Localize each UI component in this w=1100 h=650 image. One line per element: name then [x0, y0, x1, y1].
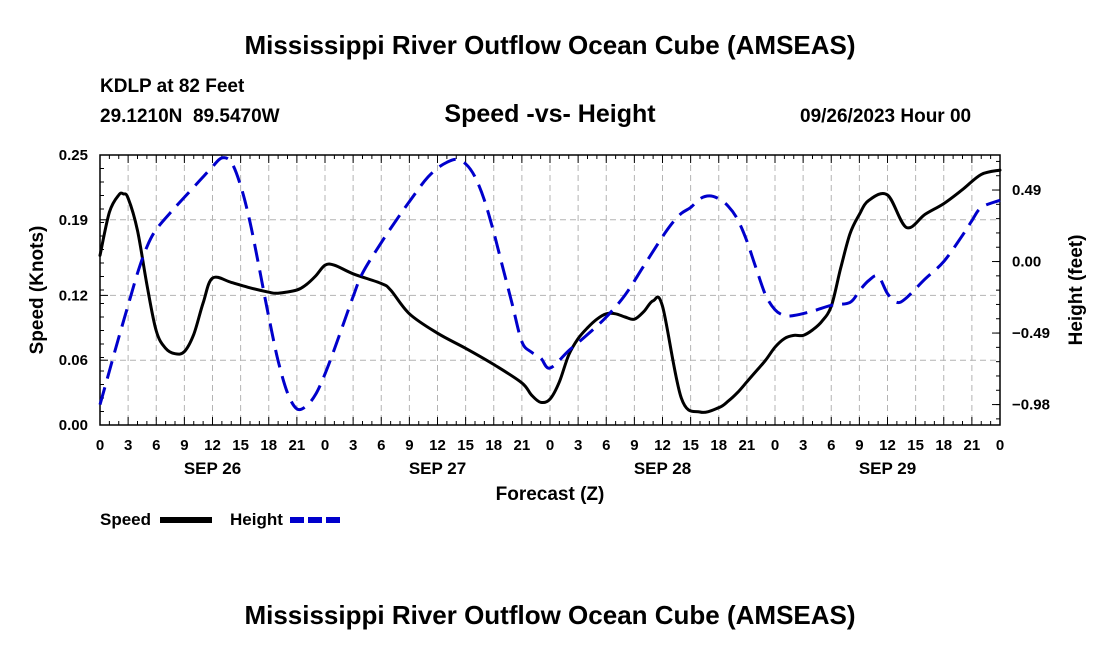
coordinates-label: 29.1210N 89.5470W [100, 106, 280, 127]
x-tick-label: 0 [321, 437, 329, 454]
x-tick-label: 0 [996, 437, 1004, 454]
x-date-label: SEP 27 [409, 459, 466, 478]
station-label: KDLP at 82 Feet [100, 76, 245, 97]
x-tick-label: 21 [289, 437, 306, 454]
chart-title: Speed -vs- Height [444, 100, 656, 128]
x-tick-label: 21 [739, 437, 756, 454]
x-tick-label: 15 [907, 437, 924, 454]
x-tick-label: 0 [771, 437, 779, 454]
x-tick-label: 3 [799, 437, 807, 454]
x-tick-label: 9 [180, 437, 188, 454]
y-tick-label: 0.06 [59, 352, 88, 369]
y2-tick-label: 0.00 [1012, 254, 1041, 271]
x-tick-label: 6 [827, 437, 835, 454]
x-date-label: SEP 29 [859, 459, 916, 478]
legend-label-speed: Speed [100, 510, 151, 529]
x-tick-label: 12 [654, 437, 671, 454]
datetime-label: 09/26/2023 Hour 00 [800, 106, 972, 127]
x-tick-label: 12 [429, 437, 446, 454]
x-date-label: SEP 28 [634, 459, 691, 478]
y2-tick-label: −0.98 [1012, 397, 1050, 414]
x-tick-label: 21 [514, 437, 531, 454]
x-tick-label: 6 [152, 437, 160, 454]
x-tick-label: 18 [935, 437, 952, 454]
x-date-label: SEP 26 [184, 459, 241, 478]
x-tick-label: 15 [457, 437, 474, 454]
footer-title: Mississippi River Outflow Ocean Cube (AM… [244, 600, 856, 630]
series-line-speed [98, 168, 1002, 414]
y-tick-label: 0.19 [59, 212, 88, 229]
x-tick-label: 21 [964, 437, 981, 454]
x-tick-label: 3 [124, 437, 132, 454]
y2-tick-label: −0.49 [1012, 325, 1050, 342]
legend-label-height: Height [230, 510, 283, 529]
y2-tick-label: 0.49 [1012, 182, 1041, 199]
main-title: Mississippi River Outflow Ocean Cube (AM… [244, 30, 856, 60]
x-tick-label: 18 [260, 437, 277, 454]
y-tick-label: 0.12 [59, 287, 88, 304]
y-axis-title: Speed (Knots) [27, 226, 48, 355]
x-tick-label: 9 [405, 437, 413, 454]
x-tick-label: 15 [682, 437, 699, 454]
grid-layer [100, 155, 1000, 425]
x-tick-label: 12 [879, 437, 896, 454]
y-tick-label: 0.25 [59, 147, 88, 164]
x-tick-label: 9 [855, 437, 863, 454]
y-tick-label: 0.00 [59, 417, 88, 434]
series-layer [98, 156, 1002, 414]
series-line-height [98, 156, 1001, 412]
x-tick-label: 18 [710, 437, 727, 454]
x-tick-label: 12 [204, 437, 221, 454]
x-tick-label: 15 [232, 437, 249, 454]
x-axis-title: Forecast (Z) [496, 484, 605, 505]
y2-axis-title: Height (feet) [1066, 235, 1087, 346]
x-tick-label: 18 [485, 437, 502, 454]
x-tick-label: 0 [96, 437, 104, 454]
x-tick-label: 3 [574, 437, 582, 454]
x-tick-label: 6 [602, 437, 610, 454]
legend-layer: Speed Height [100, 510, 342, 529]
x-tick-label: 3 [349, 437, 357, 454]
x-tick-label: 6 [377, 437, 385, 454]
axis-layer: 0 3 6 9 12 15 18 21 0 3 6 9 12 15 18 21 0 3 6 9 12 15 18 21 0 3 6 9… [27, 147, 1087, 505]
x-tick-label: 9 [630, 437, 638, 454]
x-tick-label: 0 [546, 437, 554, 454]
